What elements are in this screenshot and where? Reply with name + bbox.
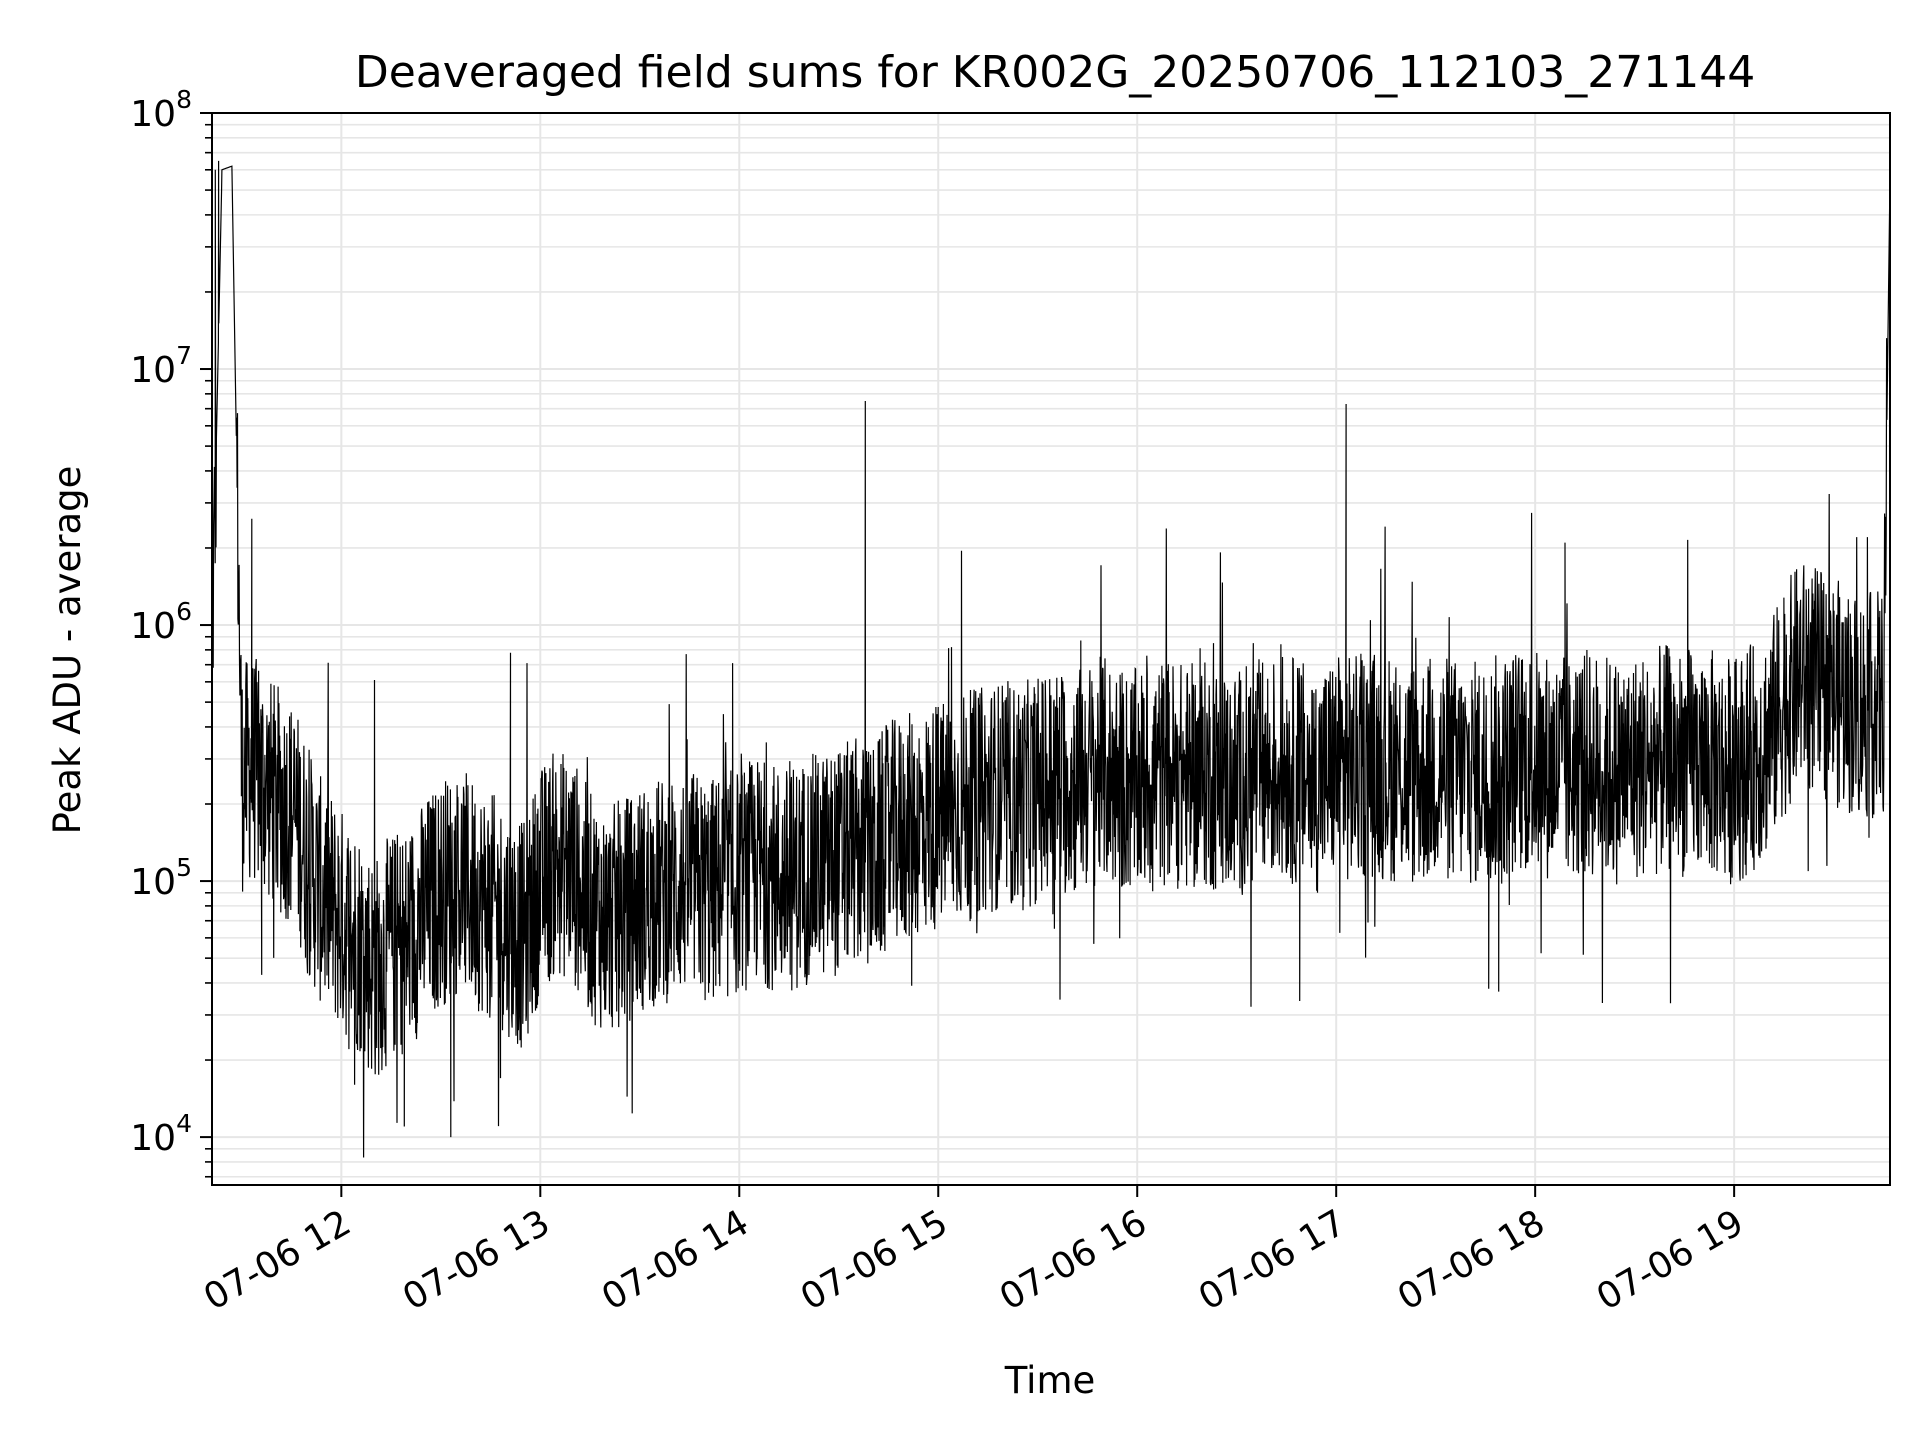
y-tick-exponent: 4 xyxy=(176,1109,192,1138)
y-axis-label: Peak ADU - average xyxy=(46,466,89,835)
y-tick-label: 106 xyxy=(130,597,192,647)
y-tick-label: 104 xyxy=(130,1109,192,1159)
y-tick-base: 10 xyxy=(130,1118,176,1159)
plot-frame xyxy=(211,112,1891,1186)
y-tick-label: 107 xyxy=(130,341,192,391)
y-tick-exponent: 7 xyxy=(176,341,192,370)
y-tick-exponent: 5 xyxy=(176,853,192,882)
series xyxy=(211,160,1891,1158)
y-tick-base: 10 xyxy=(130,862,176,903)
y-tick-exponent: 8 xyxy=(176,85,192,114)
y-tick-base: 10 xyxy=(130,94,176,135)
y-tick-label: 108 xyxy=(130,85,192,135)
y-tick-exponent: 6 xyxy=(176,597,192,626)
y-tick-base: 10 xyxy=(130,350,176,391)
x-axis-label: Time xyxy=(1004,1359,1096,1402)
series-line xyxy=(211,160,1891,1158)
y-tick-label: 105 xyxy=(130,853,192,903)
chart-title: Deaveraged field sums for KR002G_2025070… xyxy=(355,47,1755,98)
y-tick-base: 10 xyxy=(130,606,176,647)
